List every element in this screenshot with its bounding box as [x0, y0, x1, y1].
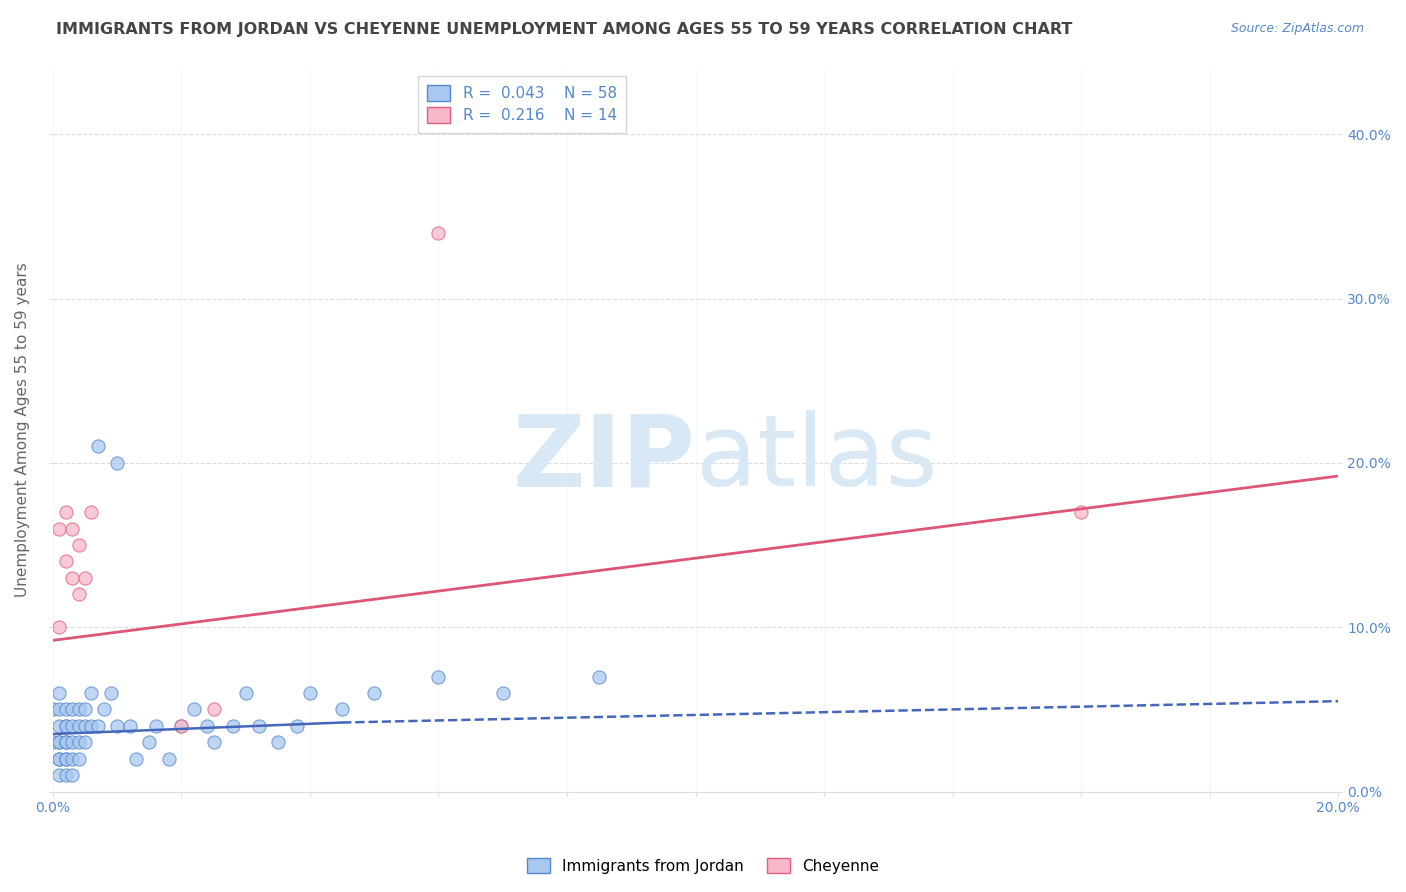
Point — [60, 735, 83, 749]
Point — [67, 735, 90, 749]
Y-axis label: Unemployment Among Ages 55 to 59 years: Unemployment Among Ages 55 to 59 years — [15, 262, 30, 598]
Point — [73, 702, 96, 716]
Point — [67, 538, 90, 552]
Point — [118, 719, 141, 733]
Point — [73, 719, 96, 733]
Point — [285, 719, 308, 733]
Point — [195, 719, 218, 733]
Point — [298, 686, 321, 700]
Point — [48, 752, 70, 766]
Point — [60, 522, 83, 536]
Point — [330, 702, 353, 716]
Point — [80, 505, 103, 519]
Point — [87, 719, 110, 733]
Point — [87, 440, 110, 454]
Text: Source: ZipAtlas.com: Source: ZipAtlas.com — [1230, 22, 1364, 36]
Point — [55, 752, 77, 766]
Point — [247, 719, 270, 733]
Point — [55, 505, 77, 519]
Point — [55, 752, 77, 766]
Point — [125, 752, 148, 766]
Point — [235, 686, 257, 700]
Text: ZIP: ZIP — [513, 410, 696, 508]
Point — [42, 735, 65, 749]
Point — [170, 719, 193, 733]
Point — [55, 554, 77, 568]
Point — [267, 735, 290, 749]
Point — [105, 719, 128, 733]
Point — [427, 226, 450, 240]
Point — [48, 686, 70, 700]
Point — [202, 735, 225, 749]
Point — [60, 719, 83, 733]
Point — [55, 735, 77, 749]
Point — [48, 620, 70, 634]
Point — [48, 752, 70, 766]
Point — [55, 719, 77, 733]
Point — [1070, 505, 1092, 519]
Point — [60, 752, 83, 766]
Legend: R =  0.043    N = 58, R =  0.216    N = 14: R = 0.043 N = 58, R = 0.216 N = 14 — [418, 76, 626, 133]
Legend: Immigrants from Jordan, Cheyenne: Immigrants from Jordan, Cheyenne — [520, 852, 886, 880]
Point — [60, 702, 83, 716]
Point — [48, 768, 70, 782]
Point — [42, 702, 65, 716]
Point — [100, 686, 122, 700]
Point — [145, 719, 167, 733]
Point — [363, 686, 385, 700]
Point — [55, 735, 77, 749]
Point — [80, 719, 103, 733]
Point — [67, 587, 90, 601]
Point — [48, 522, 70, 536]
Point — [67, 719, 90, 733]
Point — [183, 702, 205, 716]
Point — [138, 735, 160, 749]
Text: atlas: atlas — [696, 410, 938, 508]
Point — [492, 686, 515, 700]
Point — [157, 752, 180, 766]
Point — [202, 702, 225, 716]
Point — [48, 735, 70, 749]
Point — [427, 669, 450, 683]
Point — [73, 735, 96, 749]
Point — [48, 735, 70, 749]
Point — [80, 686, 103, 700]
Point — [55, 768, 77, 782]
Point — [93, 702, 115, 716]
Point — [73, 571, 96, 585]
Text: IMMIGRANTS FROM JORDAN VS CHEYENNE UNEMPLOYMENT AMONG AGES 55 TO 59 YEARS CORREL: IMMIGRANTS FROM JORDAN VS CHEYENNE UNEMP… — [56, 22, 1073, 37]
Point — [222, 719, 245, 733]
Point — [67, 702, 90, 716]
Point — [588, 669, 610, 683]
Point — [48, 719, 70, 733]
Point — [170, 719, 193, 733]
Point — [60, 571, 83, 585]
Point — [55, 702, 77, 716]
Point — [55, 719, 77, 733]
Point — [67, 752, 90, 766]
Point — [48, 702, 70, 716]
Point — [60, 768, 83, 782]
Point — [105, 456, 128, 470]
